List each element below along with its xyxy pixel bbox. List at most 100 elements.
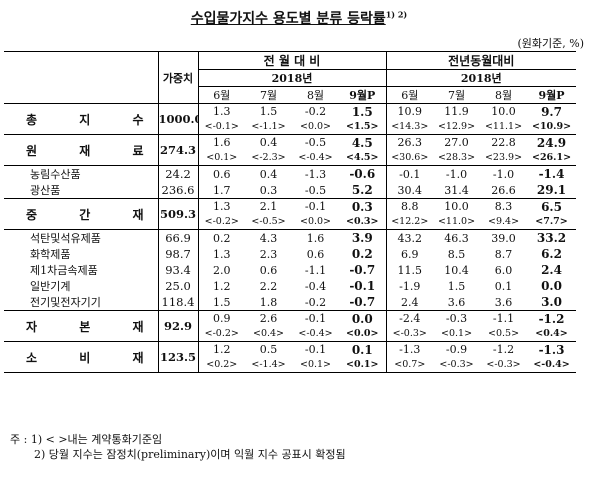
- yoy-contract-value: <23.9>: [480, 150, 528, 166]
- yoy-value: 11.5: [385, 262, 434, 278]
- mom-value: 0.6: [306, 247, 325, 261]
- yoy-value: -0.3: [445, 312, 468, 325]
- yoy-month-header: 9월P: [527, 86, 577, 104]
- mom-value: 0.1: [351, 342, 373, 357]
- row-label: 전기및전자기기: [4, 294, 158, 311]
- yoy-value: 2.4: [541, 263, 562, 277]
- yoy-contract-value: <7.7>: [527, 214, 577, 230]
- row-weight: 123.5: [157, 341, 198, 373]
- yoy-value: 1.5: [447, 279, 466, 293]
- row-weight: 93.4: [157, 262, 198, 278]
- yoy-value: 9.7: [541, 104, 562, 119]
- title-footnote-marks: 1) 2): [385, 9, 408, 20]
- mom-month-header: 8월: [292, 86, 339, 104]
- mom-value: 0.5: [259, 343, 278, 356]
- table-row: 전기및전자기기 118.4 1.5 1.8 -0.2 -0.7 2.4 3.6 3.6 3.0: [4, 294, 577, 311]
- yoy-value: 46.3: [444, 231, 469, 245]
- yoy-contract-value: <11.0>: [433, 214, 481, 230]
- yoy-value: 6.2: [541, 247, 562, 261]
- yoy-month-header: 7월: [433, 86, 481, 104]
- mom-contract-value: <-0.5>: [245, 214, 292, 230]
- header-yoy-year: 2018년: [385, 69, 577, 87]
- row-weight: 118.4: [157, 294, 198, 311]
- row-label: 광산품: [4, 182, 158, 199]
- mom-value: -0.1: [304, 200, 327, 213]
- row-weight: 1000.0: [157, 103, 198, 135]
- mom-value: 4.3: [259, 231, 278, 245]
- yoy-value: -1.0: [445, 167, 468, 181]
- mom-contract-value: <-2.3>: [245, 150, 292, 166]
- yoy-value: 8.5: [447, 247, 466, 261]
- yoy-value: 31.4: [433, 182, 481, 199]
- mom-value: 1.6: [306, 231, 325, 245]
- row-weight: 509.3: [157, 198, 198, 230]
- mom-value: 2.1: [259, 200, 278, 213]
- mom-contract-value: <0.0>: [339, 326, 387, 342]
- mom-value: 3.9: [351, 231, 373, 245]
- mom-value: 1.5: [259, 105, 278, 118]
- mom-value: 0.3: [351, 199, 373, 214]
- mom-contract-value: <-1.4>: [245, 357, 292, 373]
- table-row-contract-currency: <0.2> <-1.4> <0.1> <0.1> <0.7> <-0.3> <-0.3> <-…: [4, 357, 577, 373]
- table-row: 화학제품 98.7 1.3 2.3 0.6 0.2 6.9 8.5 8.7 6.2: [4, 246, 576, 262]
- mom-value: 0.2: [351, 247, 373, 261]
- table-title: 수입물가지수 용도별 분류 등락률1) 2): [0, 8, 598, 28]
- yoy-contract-value: <9.4>: [480, 214, 528, 230]
- yoy-value: 10.9: [385, 103, 434, 119]
- mom-value: -0.4: [304, 279, 327, 293]
- mom-value: 2.2: [259, 279, 278, 293]
- import-price-table: 가중치 전 월 대 비 전년동월대비 2018년 2018년 6월 7월 8월 9월P…: [4, 51, 577, 373]
- mom-value: -1.3: [304, 167, 327, 181]
- mom-value: -0.1: [304, 312, 327, 325]
- yoy-value: 8.8: [385, 198, 434, 214]
- yoy-value: -1.3: [538, 342, 565, 357]
- mom-contract-value: <-0.4>: [292, 326, 339, 342]
- row-weight: 274.3: [157, 134, 198, 166]
- mom-value: 1.3: [197, 198, 245, 214]
- yoy-value: 10.0: [444, 200, 469, 213]
- mom-month-header: 9월P: [339, 86, 387, 104]
- mom-value: -0.1: [304, 343, 327, 356]
- mom-value: -1.1: [304, 263, 327, 277]
- header-weight: 가중치: [157, 51, 198, 104]
- mom-value: -0.5: [292, 182, 339, 199]
- mom-month-header: 7월: [245, 86, 292, 104]
- yoy-value: 3.6: [480, 294, 528, 311]
- yoy-value: 30.4: [385, 182, 434, 199]
- yoy-contract-value: <-0.3>: [385, 326, 434, 342]
- yoy-value: 8.7: [494, 247, 513, 261]
- mom-value: 4.5: [351, 135, 373, 150]
- yoy-value: -1.4: [538, 167, 565, 181]
- row-weight: 25.0: [157, 278, 198, 294]
- yoy-value: 29.1: [527, 182, 577, 199]
- table-row: 원 재 료 274.3 1.6 0.4 -0.5 4.5 26.3 27.0 22.8 24.9: [4, 134, 576, 166]
- mom-value: 1.3: [197, 103, 245, 119]
- yoy-value: 22.8: [491, 136, 516, 149]
- yoy-contract-value: <-0.3>: [433, 357, 481, 373]
- yoy-value: 26.6: [480, 182, 528, 199]
- mom-contract-value: <0.3>: [339, 214, 387, 230]
- row-weight: 92.9: [157, 310, 198, 342]
- mom-value: 0.4: [259, 167, 278, 181]
- row-label: 중 간 재: [4, 198, 158, 230]
- mom-contract-value: <0.4>: [245, 326, 292, 342]
- mom-contract-value: <0.1>: [292, 357, 339, 373]
- mom-contract-value: <-1.1>: [245, 119, 292, 135]
- mom-value: -0.5: [304, 136, 327, 149]
- yoy-value: -1.2: [538, 311, 565, 326]
- mom-value: 2.6: [259, 312, 278, 325]
- mom-contract-value: <4.5>: [339, 150, 387, 166]
- mom-value: -0.1: [349, 279, 376, 293]
- yoy-value: -2.4: [385, 310, 434, 326]
- mom-contract-value: <1.5>: [339, 119, 387, 135]
- yoy-contract-value: <-0.3>: [480, 357, 528, 373]
- mom-contract-value: <0.0>: [292, 119, 339, 135]
- yoy-value: -1.1: [492, 312, 515, 325]
- mom-contract-value: <0.1>: [197, 150, 245, 166]
- mom-value: -0.7: [349, 263, 376, 277]
- yoy-value: 0.1: [494, 279, 513, 293]
- mom-contract-value: <-0.2>: [197, 214, 245, 230]
- yoy-contract-value: <0.5>: [480, 326, 528, 342]
- yoy-value: 8.3: [494, 200, 513, 213]
